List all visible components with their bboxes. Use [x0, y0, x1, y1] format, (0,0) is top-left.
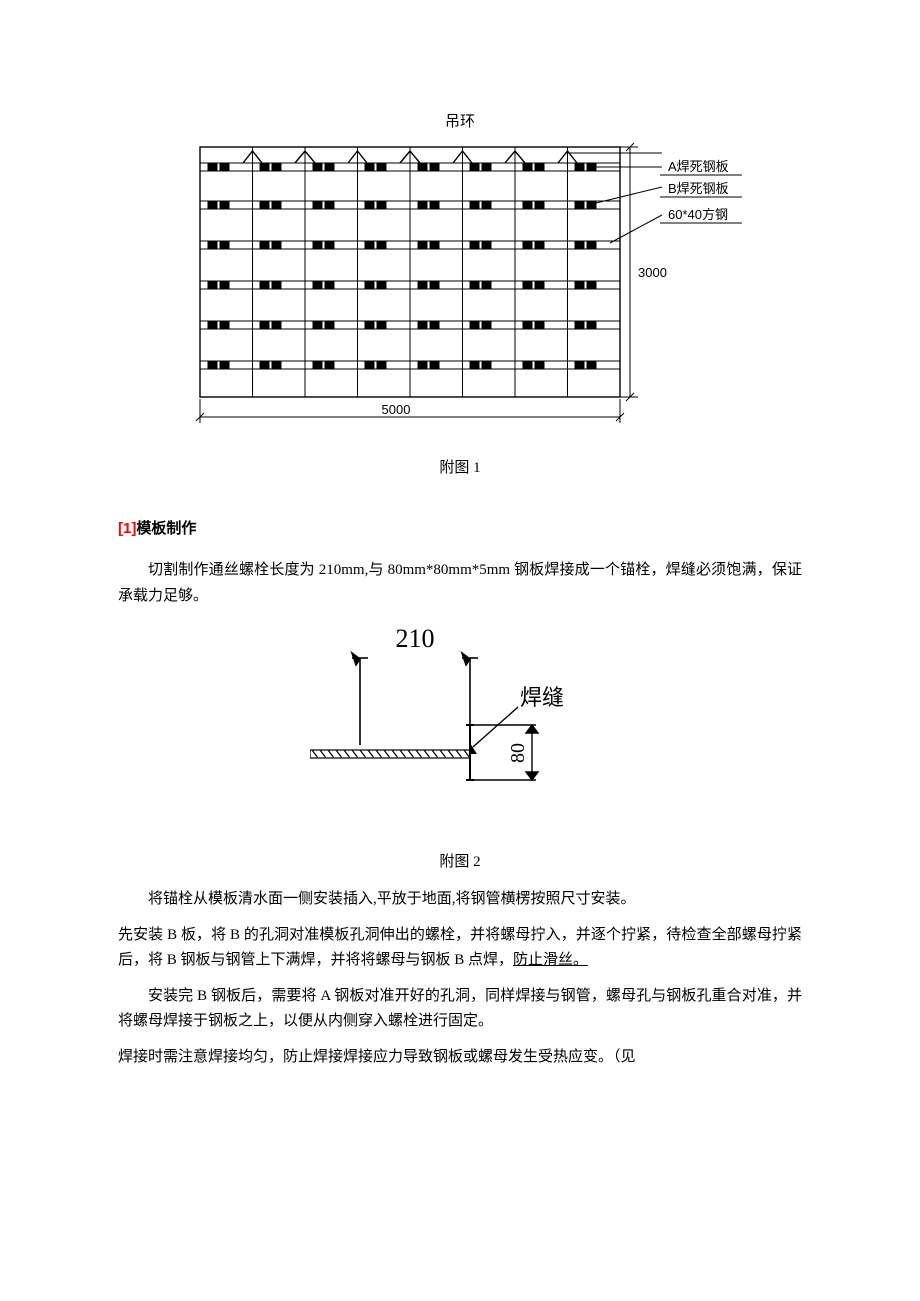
figure-1-drawing: A焊死钢板 B焊死钢板 60*40方钢 3000 5000 [160, 137, 760, 452]
body-p5: 焊接时需注意焊接均匀，防止焊接焊接应力导致钢板或螺母发生受热应变。（见 [118, 1045, 802, 1071]
fig2-weld-label: 焊缝 [520, 685, 564, 710]
body-p3-underline: 防止滑丝。 [513, 952, 588, 968]
figure-2: 210 焊缝 [118, 625, 802, 800]
section-1-p1: 切割制作通丝螺栓长度为 210mm,与 80mm*80mm*5mm 钢板焊接成一… [118, 558, 802, 609]
body-p3-text: 先安装 B 板，将 B 的孔洞对准模板孔洞伸出的螺栓，并将螺母拧入，并逐个拧紧，… [118, 927, 802, 969]
fig1-dim-width: 5000 [382, 402, 411, 417]
section-1-ref: [1] [118, 520, 136, 537]
fig2-dim-80: 80 [507, 743, 529, 763]
section-1-heading: [1]模板制作 [118, 517, 802, 538]
body-p2: 将锚栓从模板清水面一侧安装插入,平放于地面,将钢管横楞按照尺寸安装。 [118, 887, 802, 913]
figure-2-caption: 附图 2 [118, 850, 802, 871]
figure-2-drawing: 210 焊缝 [310, 625, 610, 795]
section-1-title: 模板制作 [136, 521, 196, 537]
fig2-dim-210: 210 [396, 625, 435, 653]
fig1-dim-height: 3000 [638, 265, 667, 280]
body-p4: 安装完 B 钢板后，需要将 A 钢板对准开好的孔洞，同样焊接与钢管，螺母孔与钢板… [118, 984, 802, 1035]
body-p3: 先安装 B 板，将 B 的孔洞对准模板孔洞伸出的螺栓，并将螺母拧入，并逐个拧紧，… [118, 923, 802, 974]
fig1-label-sq: 60*40方钢 [668, 207, 728, 222]
fig1-label-b: B焊死钢板 [668, 181, 729, 196]
fig1-label-a: A焊死钢板 [668, 159, 729, 174]
figure-1: 吊环 [118, 110, 802, 477]
figure-1-caption: 附图 1 [118, 456, 802, 477]
figure-1-top-title: 吊环 [118, 110, 802, 131]
